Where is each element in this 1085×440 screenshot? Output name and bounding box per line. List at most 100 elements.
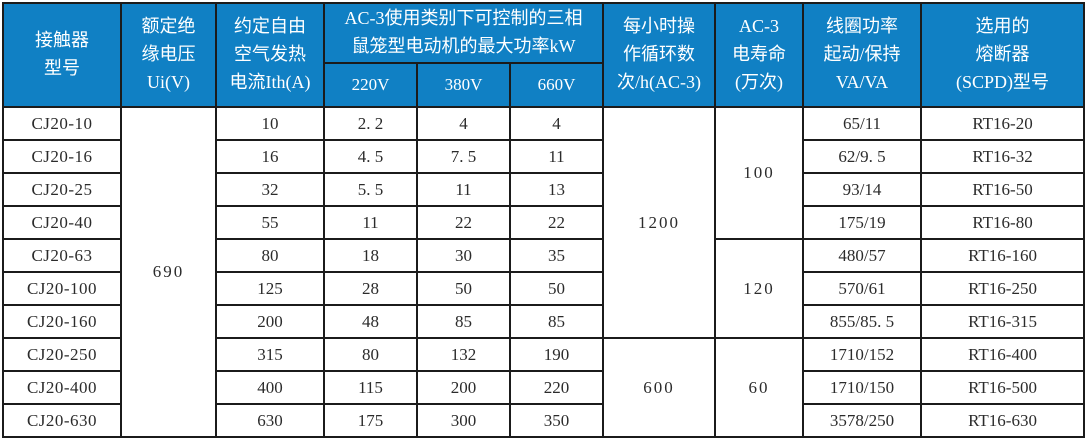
cell-power-380v: 132 <box>416 337 511 372</box>
col-header-coil-power: 线圈功率 起动/保持 VA/VA <box>802 2 923 108</box>
life-value: 100 <box>714 106 805 240</box>
cell-power-380v: 22 <box>416 205 511 240</box>
cell-fuse-type: RT16-630 <box>920 403 1085 438</box>
cell-power-380v: 85 <box>416 304 511 339</box>
cell-ith: 16 <box>215 139 325 174</box>
cell-power-380v: 4 <box>416 106 511 141</box>
cell-model: CJ20-400 <box>2 370 122 405</box>
col-header-660v: 660V <box>508 62 605 108</box>
cell-fuse-type: RT16-32 <box>920 139 1085 174</box>
col-header-operating-cycles: 每小时操 作循环数 次/h(AC-3) <box>602 2 717 108</box>
col-header-electrical-life: AC-3 电寿命 (万次) <box>714 2 805 108</box>
col-header-contactor-model: 接触器 型号 <box>2 2 122 108</box>
cell-power-220v: 115 <box>323 370 418 405</box>
col-header-insulation-voltage: 额定绝 缘电压 Ui(V) <box>120 2 217 108</box>
table-row: CJ20-16 16 4. 5 7. 5 11 62/9. 5 RT16-32 <box>2 139 1085 174</box>
cell-power-660v: 22 <box>508 205 605 240</box>
col-header-380v: 380V <box>416 62 511 108</box>
cell-power-220v: 4. 5 <box>323 139 418 174</box>
cell-power-660v: 13 <box>508 172 605 207</box>
cell-ith: 400 <box>215 370 325 405</box>
cell-fuse-type: RT16-250 <box>920 271 1085 306</box>
cycles-value: 1200 <box>602 106 717 339</box>
table-row: CJ20-10 690 10 2. 2 4 4 1200 100 65/11 R… <box>2 106 1085 438</box>
cell-power-220v: 18 <box>323 238 418 273</box>
cell-coil-power: 1710/152 <box>802 337 923 372</box>
cell-power-380v: 11 <box>416 172 511 207</box>
cell-power-220v: 11 <box>323 205 418 240</box>
cell-power-660v: 50 <box>508 271 605 306</box>
cell-power-660v: 11 <box>508 139 605 174</box>
cell-power-380v: 300 <box>416 403 511 438</box>
table-row: CJ20-100 125 28 50 50 570/61 RT16-250 <box>2 271 1085 306</box>
table-header: 接触器 型号 额定绝 缘电压 Ui(V) 约定自由 空气发热 电流Ith(A) … <box>2 2 1085 108</box>
cell-power-660v: 220 <box>508 370 605 405</box>
cell-power-380v: 50 <box>416 271 511 306</box>
cell-power-220v: 5. 5 <box>323 172 418 207</box>
cell-ith: 630 <box>215 403 325 438</box>
cell-power-220v: 2. 2 <box>323 106 418 141</box>
cell-fuse-type: RT16-315 <box>920 304 1085 339</box>
cell-model: CJ20-160 <box>2 304 122 339</box>
cell-power-660v: 4 <box>508 106 605 141</box>
table-body: CJ20-10 690 10 2. 2 4 4 1200 100 65/11 R… <box>2 106 1085 438</box>
cell-fuse-type: RT16-80 <box>920 205 1085 240</box>
cell-power-660v: 85 <box>508 304 605 339</box>
cell-ith: 200 <box>215 304 325 339</box>
col-header-max-power-group: AC-3使用类别下可控制的三相 鼠笼型电动机的最大功率kW <box>322 2 605 64</box>
cell-fuse-type: RT16-50 <box>920 172 1085 207</box>
cell-fuse-type: RT16-400 <box>920 337 1085 372</box>
cell-model: CJ20-630 <box>2 403 122 438</box>
col-header-220v: 220V <box>323 62 418 108</box>
cell-model: CJ20-25 <box>2 172 122 207</box>
cell-coil-power: 3578/250 <box>802 403 923 438</box>
cycles-value: 600 <box>602 337 717 438</box>
table-row: CJ20-63 80 18 30 35 120 480/57 RT16-160 <box>2 238 1085 339</box>
cell-coil-power: 570/61 <box>802 271 923 306</box>
table-row: CJ20-160 200 48 85 85 855/85. 5 RT16-315 <box>2 304 1085 339</box>
cell-coil-power: 175/19 <box>802 205 923 240</box>
cell-fuse-type: RT16-160 <box>920 238 1085 273</box>
cell-coil-power: 480/57 <box>802 238 923 273</box>
table-row: CJ20-40 55 11 22 22 175/19 RT16-80 <box>2 205 1085 240</box>
cell-power-660v: 190 <box>508 337 605 372</box>
cell-ith: 315 <box>215 337 325 372</box>
insulation-voltage-value: 690 <box>120 106 217 438</box>
table-row: CJ20-250 315 80 132 190 600 60 1710/152 … <box>2 337 1085 438</box>
cell-power-380v: 7. 5 <box>416 139 511 174</box>
cell-ith: 80 <box>215 238 325 273</box>
cell-ith: 55 <box>215 205 325 240</box>
cell-coil-power: 855/85. 5 <box>802 304 923 339</box>
cell-model: CJ20-16 <box>2 139 122 174</box>
cell-power-380v: 200 <box>416 370 511 405</box>
cell-power-220v: 175 <box>323 403 418 438</box>
table-row: CJ20-630 630 175 300 350 3578/250 RT16-6… <box>2 403 1085 438</box>
cell-coil-power: 93/14 <box>802 172 923 207</box>
cell-power-220v: 28 <box>323 271 418 306</box>
col-header-thermal-current: 约定自由 空气发热 电流Ith(A) <box>215 2 325 108</box>
cell-ith: 10 <box>215 106 325 141</box>
cell-model: CJ20-40 <box>2 205 122 240</box>
cell-ith: 125 <box>215 271 325 306</box>
cell-model: CJ20-10 <box>2 106 122 141</box>
cell-coil-power: 62/9. 5 <box>802 139 923 174</box>
cell-ith: 32 <box>215 172 325 207</box>
cell-model: CJ20-250 <box>2 337 122 372</box>
cell-power-660v: 350 <box>508 403 605 438</box>
life-value: 120 <box>714 238 805 339</box>
table-row: CJ20-25 32 5. 5 11 13 93/14 RT16-50 <box>2 172 1085 207</box>
cell-coil-power: 1710/150 <box>802 370 923 405</box>
table-row: CJ20-400 400 115 200 220 1710/150 RT16-5… <box>2 370 1085 405</box>
col-header-fuse-type: 选用的 熔断器 (SCPD)型号 <box>920 2 1085 108</box>
cell-power-660v: 35 <box>508 238 605 273</box>
cell-model: CJ20-63 <box>2 238 122 273</box>
cell-coil-power: 65/11 <box>802 106 923 141</box>
cell-fuse-type: RT16-20 <box>920 106 1085 141</box>
life-value: 60 <box>714 337 805 438</box>
cell-power-380v: 30 <box>416 238 511 273</box>
cell-power-220v: 48 <box>323 304 418 339</box>
cell-model: CJ20-100 <box>2 271 122 306</box>
cell-power-220v: 80 <box>323 337 418 372</box>
